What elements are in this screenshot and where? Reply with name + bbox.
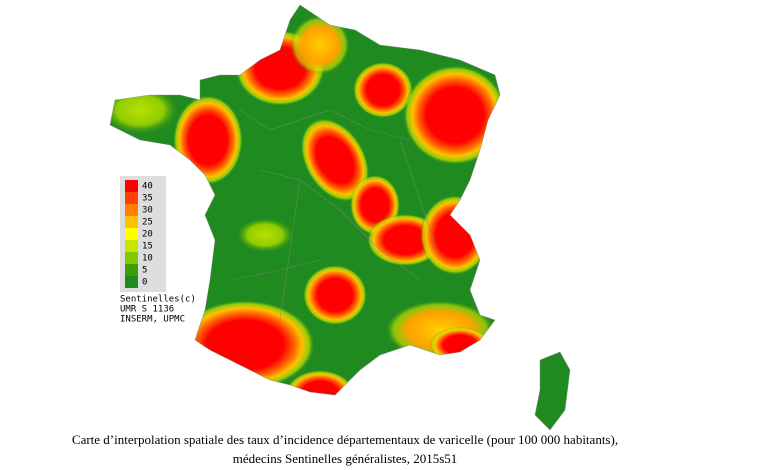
legend-label: 35: [142, 194, 153, 204]
legend-swatch: [125, 264, 138, 276]
legend-swatch: [125, 204, 138, 216]
interpolation: [110, 5, 570, 430]
credit-line: Sentinelles(c): [120, 295, 196, 305]
legend-label: 30: [142, 206, 153, 216]
credit-line: INSERM, UPMC: [120, 315, 185, 325]
legend-swatch: [125, 252, 138, 264]
legend-label: 25: [142, 218, 153, 228]
legend: 40 35 30 25 20 15 10 5 0: [120, 176, 166, 292]
legend-label: 10: [142, 254, 153, 264]
legend-swatch: [125, 228, 138, 240]
borders: [109, 4, 571, 431]
legend-swatch: [125, 216, 138, 228]
legend-label: 5: [142, 266, 147, 276]
legend-swatch: [125, 240, 138, 252]
legend-label: 15: [142, 242, 153, 252]
legend-label: 40: [142, 182, 153, 192]
legend-swatch: [125, 180, 138, 192]
caption: médecins Sentinelles généralistes, 2015s…: [233, 451, 458, 466]
credit-line: UMR S 1136: [120, 305, 174, 315]
legend-swatch: [125, 192, 138, 204]
legend-label: 20: [142, 230, 153, 240]
caption: Carte d’interpolation spatiale des taux …: [72, 432, 618, 447]
legend-label: 0: [142, 278, 147, 288]
legend-swatch: [125, 276, 138, 288]
